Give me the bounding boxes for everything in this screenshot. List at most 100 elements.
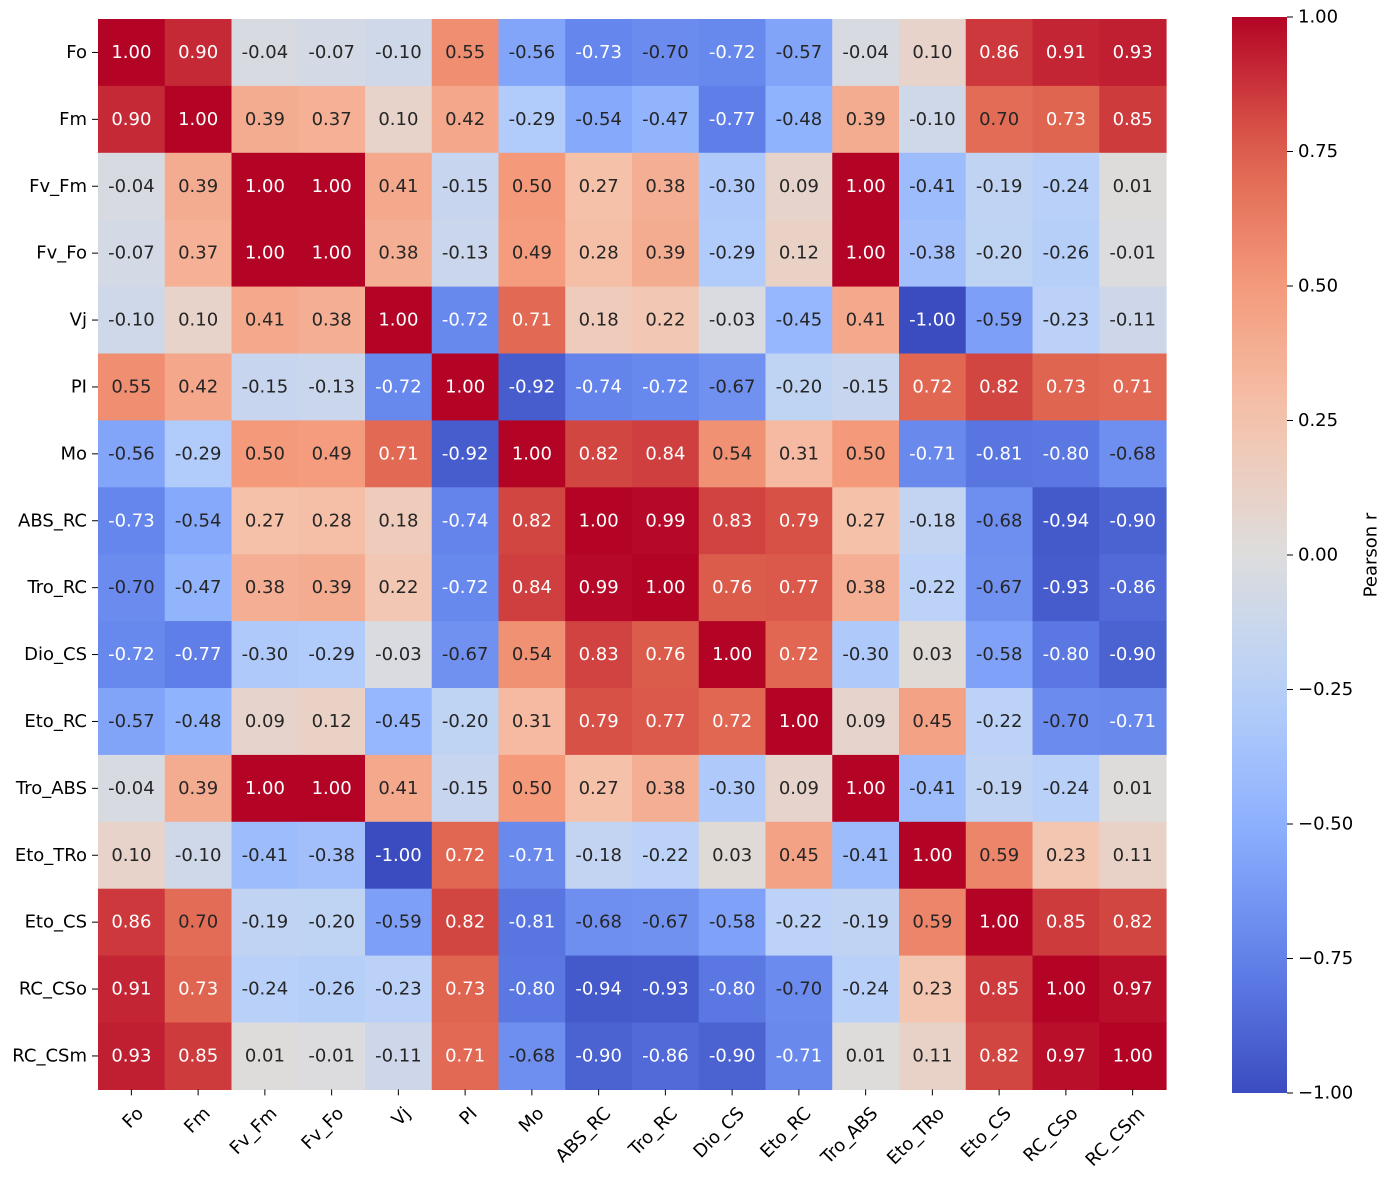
cell-value-label: 0.39 — [645, 243, 685, 264]
cell-value-label: -0.24 — [242, 979, 289, 1000]
cell-value-label: -0.26 — [308, 979, 355, 1000]
cell-value-label: 0.85 — [979, 979, 1019, 1000]
y-tick-label: Vj — [70, 310, 87, 331]
cell-value-label: -0.71 — [776, 1045, 823, 1066]
heatmap-cell — [164, 420, 233, 488]
cell-value-label: -0.54 — [575, 109, 622, 130]
heatmap-cell — [1032, 621, 1100, 689]
cell-value-label: -0.56 — [108, 443, 155, 464]
cell-value-label: 0.39 — [178, 176, 218, 197]
cell-value-label: 0.41 — [846, 310, 886, 331]
y-tick-label: Dio_CS — [24, 644, 87, 665]
y-tick-label: Fm — [59, 109, 87, 130]
colorbar-tick-label: 0.75 — [1298, 141, 1338, 162]
heatmap-cells: 1.00 0.90 -0.04 -0.07 -0.10 0.55 -0.56 -0.73 -0.… — [98, 19, 1167, 1090]
heatmap-cell — [632, 688, 700, 756]
y-tick-label: PI — [71, 376, 87, 397]
heatmap-cell — [431, 152, 500, 221]
heatmap-cell — [899, 688, 967, 756]
heatmap-cell — [1032, 85, 1100, 154]
heatmap-cell — [899, 219, 967, 288]
heatmap-cell — [1032, 1022, 1100, 1090]
heatmap-cell — [298, 219, 366, 288]
cell-value-label: 0.27 — [245, 510, 285, 531]
heatmap-cell — [231, 621, 299, 689]
cell-value-label: -0.41 — [842, 845, 889, 866]
cell-value-label: -0.29 — [509, 109, 556, 130]
heatmap-cell — [632, 420, 700, 488]
cell-value-label: 0.77 — [645, 711, 685, 732]
heatmap-cell — [365, 688, 433, 756]
cell-value-label: -0.80 — [709, 979, 756, 1000]
heatmap-cell — [765, 19, 833, 87]
heatmap-cell — [765, 487, 833, 555]
x-tick-label: Mo — [515, 1103, 549, 1137]
cell-value-label: -0.77 — [709, 109, 756, 130]
cell-value-label: 0.18 — [579, 310, 619, 331]
heatmap-cell — [832, 152, 900, 221]
y-tick-label: Eto_CS — [25, 912, 87, 933]
cell-value-label: 0.49 — [312, 443, 352, 464]
cell-value-label: -0.70 — [642, 42, 689, 63]
heatmap-cell — [365, 554, 433, 622]
cell-value-label: -0.74 — [575, 376, 622, 397]
y-tick-label: Tro_ABS — [15, 778, 87, 799]
cell-value-label: -0.10 — [175, 845, 222, 866]
heatmap-cell — [431, 487, 500, 555]
cell-value-label: -0.19 — [976, 176, 1023, 197]
cell-value-label: -0.68 — [575, 912, 622, 933]
heatmap-cell — [698, 688, 767, 756]
heatmap-cell — [832, 688, 900, 756]
cell-value-label: -0.47 — [175, 577, 222, 598]
cell-value-label: 0.49 — [512, 243, 552, 264]
cell-value-label: 0.50 — [512, 176, 552, 197]
cell-value-label: 0.39 — [846, 109, 886, 130]
heatmap-cell — [431, 286, 500, 355]
heatmap-cell — [765, 754, 833, 823]
heatmap-cell — [1032, 554, 1100, 622]
heatmap-cell — [632, 955, 700, 1024]
heatmap-cell — [365, 888, 433, 957]
y-tick-label: Fv_Fm — [29, 176, 87, 197]
cell-value-label: 0.50 — [512, 778, 552, 799]
heatmap-cell — [965, 353, 1034, 421]
cell-value-label: -0.72 — [442, 310, 489, 331]
cell-value-label: -0.57 — [776, 42, 823, 63]
heatmap-cell — [565, 554, 633, 622]
cell-value-label: -0.30 — [709, 778, 756, 799]
heatmap-cell — [98, 888, 166, 957]
cell-value-label: -0.04 — [108, 176, 155, 197]
cell-value-label: 0.42 — [445, 109, 485, 130]
heatmap-cell — [632, 219, 700, 288]
x-tick-label: PI — [455, 1103, 481, 1129]
cell-value-label: -1.00 — [375, 845, 422, 866]
heatmap-cell — [632, 888, 700, 957]
heatmap-cell — [98, 621, 166, 689]
heatmap-cell — [498, 1022, 566, 1090]
heatmap-cell — [498, 487, 566, 555]
heatmap-cell — [565, 487, 633, 555]
heatmap-cell — [899, 85, 967, 154]
cell-value-label: -0.20 — [776, 376, 823, 397]
cell-value-label: 0.55 — [111, 376, 151, 397]
heatmap-cell — [98, 219, 166, 288]
heatmap-cell — [698, 286, 767, 355]
cell-value-label: 0.76 — [712, 577, 752, 598]
heatmap-cell — [1032, 219, 1100, 288]
cell-value-label: -0.73 — [108, 510, 155, 531]
cell-value-label: -0.94 — [575, 979, 622, 1000]
heatmap-cell — [98, 754, 166, 823]
cell-value-label: 0.27 — [846, 510, 886, 531]
cell-value-label: 0.86 — [111, 912, 151, 933]
cell-value-label: 0.86 — [979, 42, 1019, 63]
heatmap-cell — [431, 821, 500, 890]
heatmap-cell — [231, 85, 299, 154]
cell-value-label: -0.30 — [242, 644, 289, 665]
heatmap-cell — [1099, 353, 1167, 421]
y-axis-tick-labels: Fo Fm Fv_Fm Fv_Fo Vj PI Mo ABS_RC Tro_RC Dio_CS Et… — [12, 42, 98, 1066]
heatmap-cell — [98, 821, 166, 890]
heatmap-cell — [164, 19, 233, 87]
heatmap-cell — [98, 353, 166, 421]
cell-value-label: -0.72 — [108, 644, 155, 665]
y-tick-label: RC_CSm — [12, 1045, 87, 1066]
